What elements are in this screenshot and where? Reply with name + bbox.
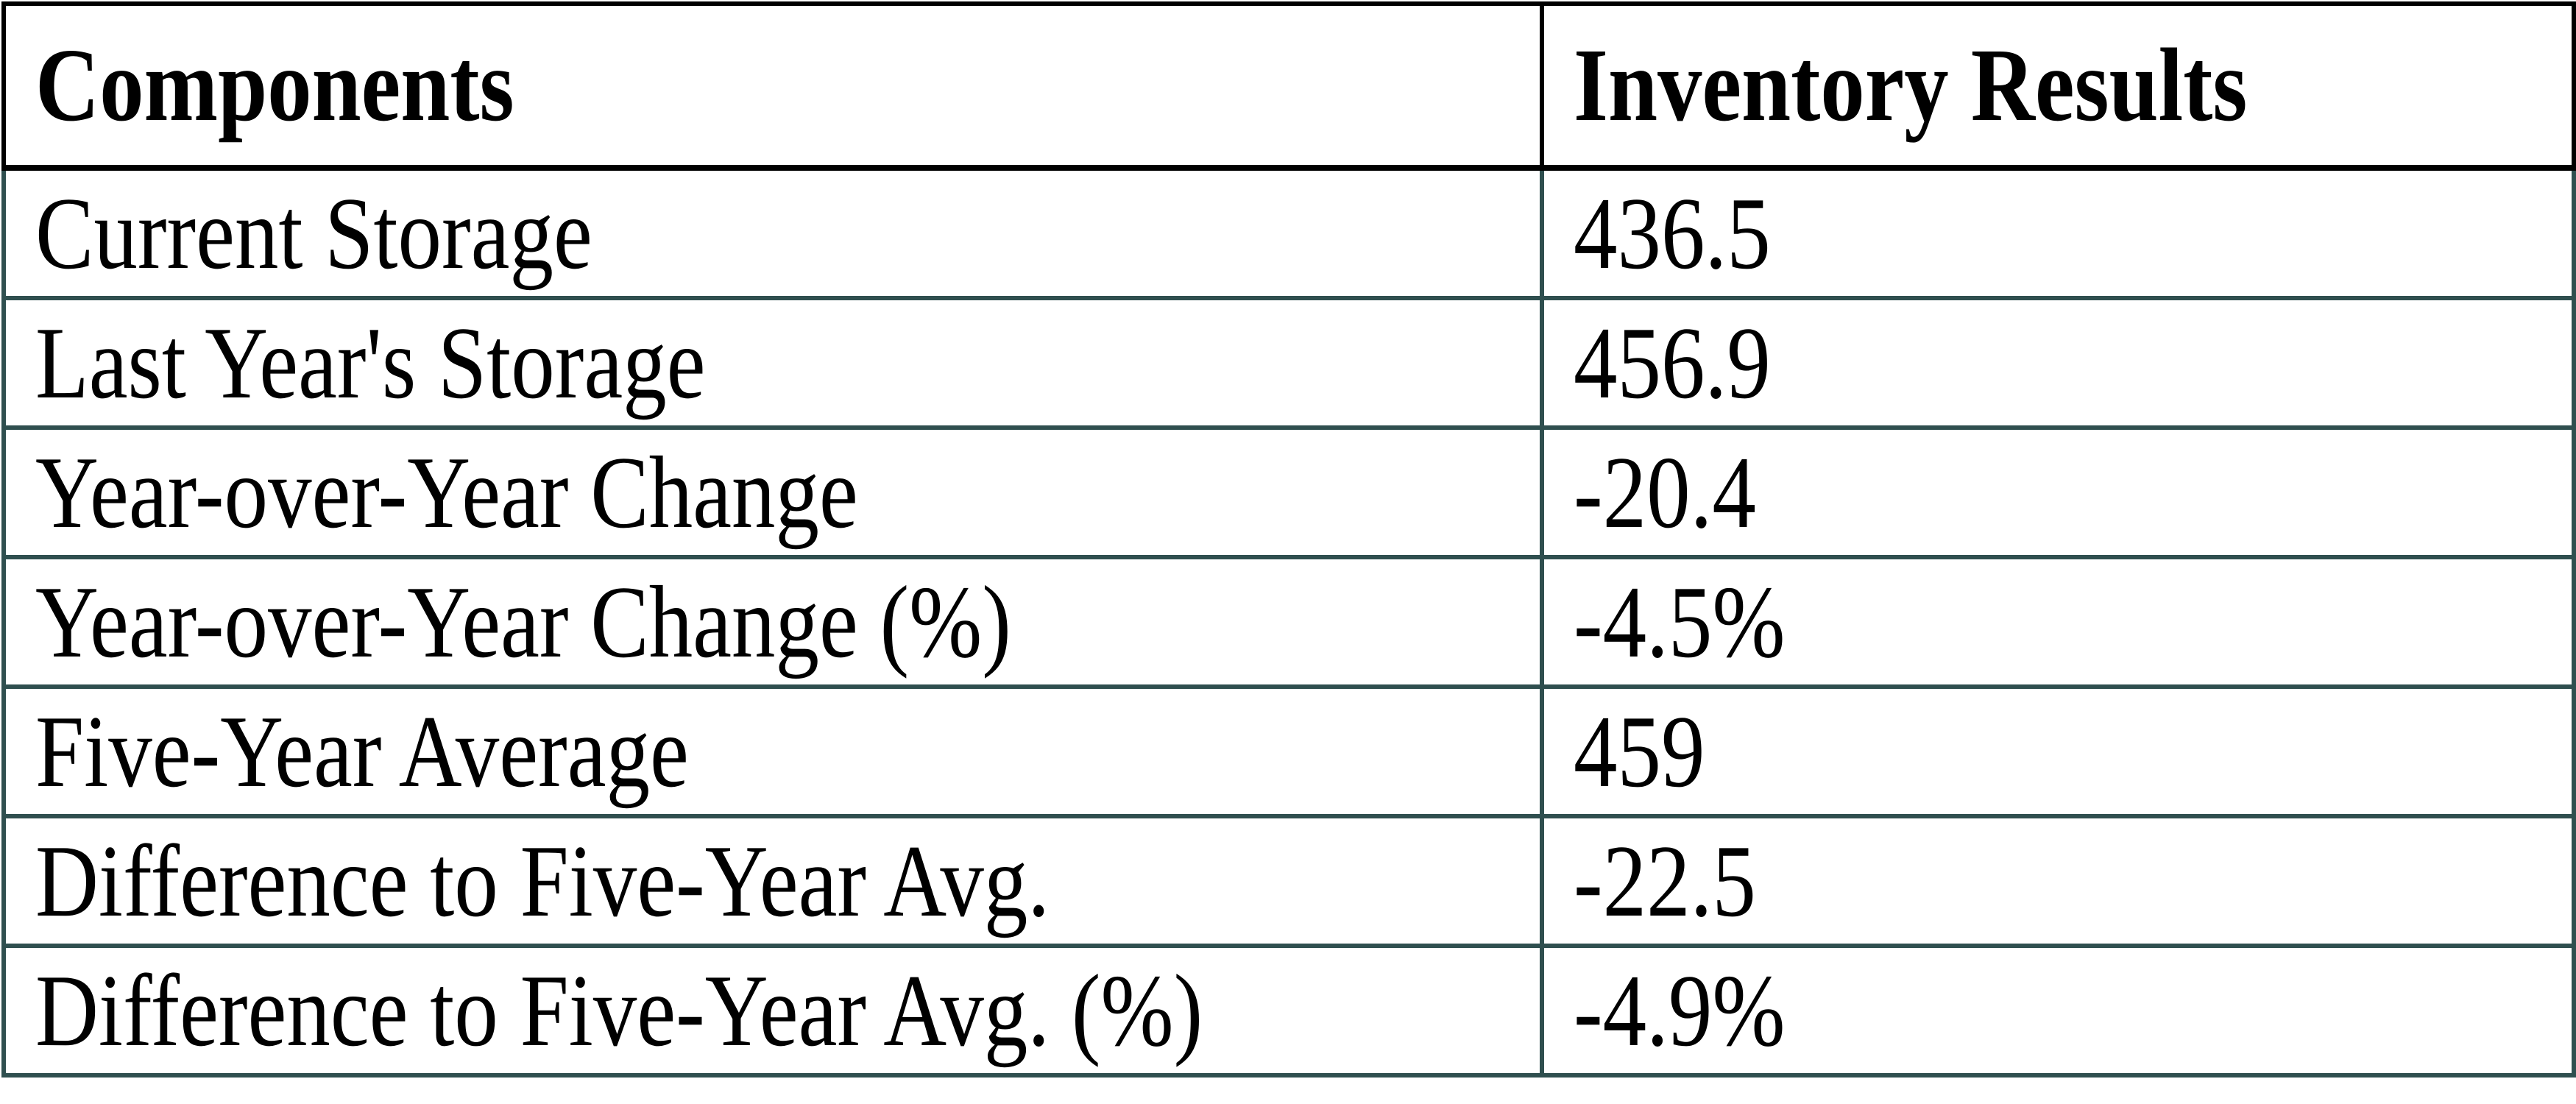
component-cell: Difference to Five-Year Avg. (%) <box>1 944 1544 1078</box>
result-cell: 456.9 <box>1540 296 2576 430</box>
result-value: 459 <box>1574 694 1705 809</box>
component-cell: Last Year's Storage <box>1 296 1544 430</box>
result-cell: -22.5 <box>1540 814 2576 948</box>
component-label: Five-Year Average <box>35 694 689 809</box>
column-header-components-label: Components <box>35 26 514 144</box>
result-cell: 436.5 <box>1540 166 2576 300</box>
result-value: -4.5% <box>1574 565 1786 679</box>
column-header-components: Components <box>1 1 1544 171</box>
component-cell: Year-over-Year Change <box>1 425 1544 559</box>
component-cell: Current Storage <box>1 166 1544 300</box>
result-cell: -20.4 <box>1540 425 2576 559</box>
table-row: Year-over-Year Change -20.4 <box>1 425 2576 559</box>
result-value: 436.5 <box>1574 176 1771 291</box>
component-cell: Year-over-Year Change (%) <box>1 555 1544 689</box>
table-row: Difference to Five-Year Avg. -22.5 <box>1 814 2576 948</box>
column-header-inventory-results: Inventory Results <box>1540 1 2576 171</box>
table-row: Five-Year Average 459 <box>1 684 2576 818</box>
result-cell: -4.5% <box>1540 555 2576 689</box>
inventory-results-table: Components Inventory Results Current Sto… <box>1 1 2576 1078</box>
component-label: Difference to Five-Year Avg. (%) <box>35 953 1203 1068</box>
component-cell: Difference to Five-Year Avg. <box>1 814 1544 948</box>
result-cell: -4.9% <box>1540 944 2576 1078</box>
column-header-inventory-results-label: Inventory Results <box>1574 26 2248 144</box>
result-value: -4.9% <box>1574 953 1786 1068</box>
component-cell: Five-Year Average <box>1 684 1544 818</box>
result-value: -20.4 <box>1574 435 1756 550</box>
table-row: Last Year's Storage 456.9 <box>1 296 2576 430</box>
table-body: Current Storage 436.5 Last Year's Storag… <box>1 166 2576 1078</box>
header-row: Components Inventory Results <box>1 1 2576 171</box>
table-row: Year-over-Year Change (%) -4.5% <box>1 555 2576 689</box>
result-value: 456.9 <box>1574 305 1771 420</box>
component-label: Year-over-Year Change <box>35 435 858 550</box>
component-label: Difference to Five-Year Avg. <box>35 824 1050 938</box>
component-label: Current Storage <box>35 176 592 291</box>
table-row: Difference to Five-Year Avg. (%) -4.9% <box>1 944 2576 1078</box>
component-label: Last Year's Storage <box>35 305 706 420</box>
result-cell: 459 <box>1540 684 2576 818</box>
table-row: Current Storage 436.5 <box>1 166 2576 300</box>
result-value: -22.5 <box>1574 824 1756 938</box>
table-header: Components Inventory Results <box>1 1 2576 171</box>
component-label: Year-over-Year Change (%) <box>35 565 1011 679</box>
